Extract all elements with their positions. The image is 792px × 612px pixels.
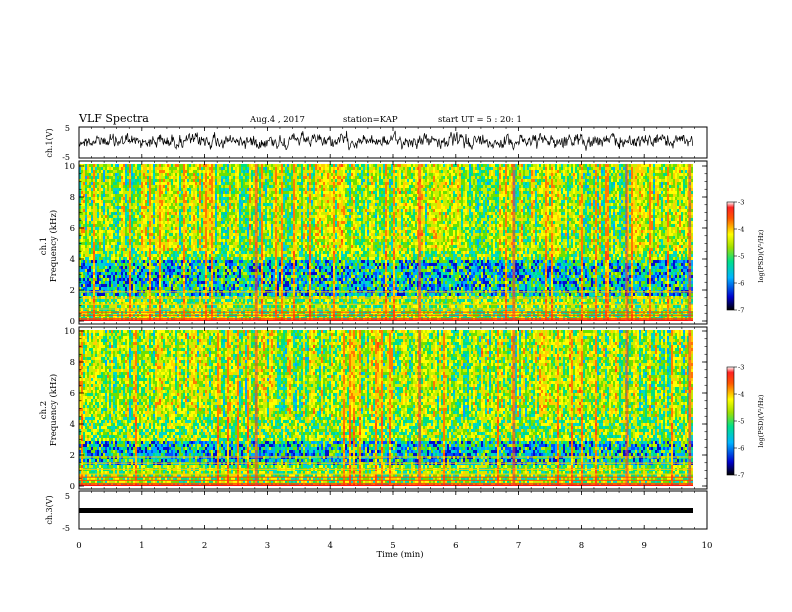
- ch1-colorbar-gradient: [727, 202, 734, 310]
- narrowband-line: [79, 469, 693, 470]
- narrowband-line: [79, 291, 693, 292]
- narrowband-line: [79, 477, 693, 478]
- ch3-waveform-ylabel: ch.3(V): [45, 495, 54, 524]
- ch1-ylabel-channel: ch.1: [39, 237, 49, 255]
- y-tick-label: 8: [70, 358, 75, 368]
- ch1-spectrogram-panel: 0 2 4 6 8 10 ch.1 Frequency (kHz): [39, 161, 707, 327]
- ch2-colorbar-label: log(PSD)(V²/Hz): [757, 394, 765, 447]
- figure-title: VLF Spectra: [78, 112, 149, 125]
- event-column: [625, 330, 628, 486]
- ch3-waveform-panel: ch.3(V) 5 -5: [45, 491, 707, 533]
- ch2-spectrogram-panel: 0 2 4 6 8 10 ch.2 Frequency (kHz): [39, 327, 707, 492]
- y-tick-label: 6: [70, 224, 75, 234]
- ch3-waveform-ytick-top: 5: [65, 492, 70, 501]
- narrowband-line: [79, 480, 693, 481]
- event-column: [255, 330, 258, 486]
- event-column: [255, 164, 258, 321]
- ch1-colorbar: -3 -4 -5 -6 -7 log(PSD)(V²/Hz): [727, 199, 765, 315]
- event-column: [418, 164, 421, 321]
- colorbar-tick-label: -3: [738, 199, 744, 207]
- event-column: [625, 164, 628, 321]
- ch2-ylabel-channel: ch.2: [39, 401, 49, 419]
- ch3-waveform-trace: [79, 508, 693, 513]
- colorbar-tick-label: -6: [738, 445, 744, 453]
- start-time-label: start UT = 5 : 20: 1: [438, 115, 522, 125]
- ch1-waveform-ytick-bottom: -5: [62, 153, 70, 162]
- y-tick-label: 2: [70, 286, 75, 296]
- y-tick-label: 8: [70, 193, 75, 203]
- ch2-colorbar-gradient: [727, 367, 734, 475]
- colorbar-tick-label: -5: [738, 418, 744, 426]
- date-label: Aug.4 , 2017: [249, 115, 305, 125]
- ch2-colorbar: -3 -4 -5 -6 -7 log(PSD)(V²/Hz): [727, 364, 765, 480]
- y-tick-label: 10: [64, 162, 75, 172]
- ch1-waveform-ytick-top: 5: [65, 124, 70, 133]
- ch1-waveform-trace: [79, 131, 693, 151]
- x-tick-label: 1: [139, 541, 144, 551]
- narrowband-line: [79, 308, 693, 309]
- x-tick-label: 4: [327, 541, 332, 551]
- narrowband-line: [79, 463, 693, 464]
- event-column: [688, 164, 691, 321]
- narrowband-line: [79, 483, 693, 484]
- ch2-ylabel-frequency: Frequency (kHz): [48, 374, 59, 446]
- narrowband-line: [79, 474, 693, 475]
- ch3-waveform-ytick-bottom: -5: [62, 524, 70, 533]
- ch1-waveform-panel: ch.1(V) 5 -5: [45, 124, 707, 162]
- narrowband-line: [79, 315, 693, 316]
- x-tick-label: 0: [76, 541, 81, 551]
- ch1-spectrogram-image: [79, 164, 693, 323]
- colorbar-tick-label: -3: [738, 364, 744, 372]
- colorbar-tick-label: -4: [738, 391, 744, 399]
- narrowband-line: [79, 297, 693, 298]
- ch1-waveform-frame: [79, 127, 707, 158]
- narrowband-line: [79, 318, 693, 319]
- x-tick-label: 7: [516, 541, 521, 551]
- x-tick-label: 2: [202, 541, 207, 551]
- colorbar-tick-label: -7: [738, 307, 744, 315]
- y-tick-label: 10: [64, 327, 75, 337]
- y-tick-label: 4: [70, 420, 75, 430]
- y-tick-label: 0: [70, 317, 75, 327]
- y-tick-label: 0: [70, 482, 75, 492]
- narrowband-line: [79, 304, 693, 305]
- x-axis-label: Time (min): [376, 549, 423, 560]
- ch2-spectrogram-image: [79, 330, 693, 486]
- colorbar-tick-label: -6: [738, 280, 744, 288]
- y-tick-label: 2: [70, 451, 75, 461]
- chart-svg: VLF Spectra Aug.4 , 2017 station=KAP sta…: [0, 0, 792, 612]
- event-column: [512, 164, 515, 321]
- x-tick-label: 3: [265, 541, 270, 551]
- colorbar-tick-label: -4: [738, 226, 744, 234]
- y-tick-label: 4: [70, 255, 75, 265]
- vlf-spectra-figure: VLF Spectra Aug.4 , 2017 station=KAP sta…: [0, 0, 792, 612]
- y-tick-label: 6: [70, 389, 75, 399]
- ch1-colorbar-label: log(PSD)(V²/Hz): [757, 229, 765, 282]
- narrowband-line: [79, 319, 693, 321]
- ch1-waveform-line: [79, 131, 693, 151]
- ch1-waveform-ylabel: ch.1(V): [45, 128, 54, 157]
- station-label: station=KAP: [343, 115, 398, 125]
- x-tick-label: 8: [579, 541, 584, 551]
- colorbar-tick-label: -7: [738, 472, 744, 480]
- x-tick-label: 6: [453, 541, 458, 551]
- event-column: [418, 330, 421, 486]
- ch1-ylabel-frequency: Frequency (kHz): [48, 210, 59, 282]
- narrowband-line: [79, 312, 693, 313]
- x-tick-label: 9: [641, 541, 646, 551]
- narrowband-line: [79, 456, 693, 457]
- colorbar-tick-label: -5: [738, 253, 744, 261]
- event-column: [688, 330, 691, 486]
- event-column: [512, 330, 515, 486]
- x-tick-label: 10: [702, 541, 713, 551]
- narrowband-line: [79, 484, 693, 486]
